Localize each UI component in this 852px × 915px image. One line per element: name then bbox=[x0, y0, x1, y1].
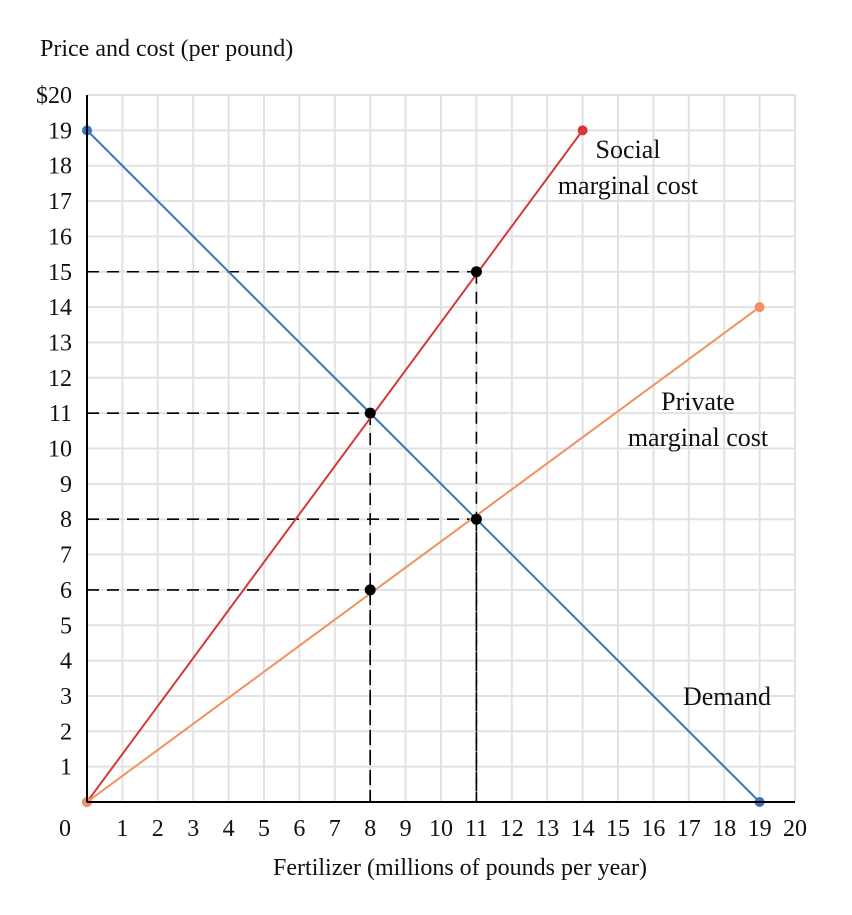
x-tick-label: 1 bbox=[116, 816, 128, 842]
x-tick-label: 2 bbox=[152, 816, 164, 842]
intersection-point bbox=[364, 584, 376, 596]
axes bbox=[86, 95, 795, 803]
x-tick-label: 15 bbox=[606, 816, 630, 842]
demand-line bbox=[86, 129, 761, 803]
y-tick-label: 8 bbox=[60, 507, 72, 533]
x-tick-label: 4 bbox=[223, 816, 235, 842]
x-tick-label: 7 bbox=[329, 816, 341, 842]
x-tick-label: 5 bbox=[258, 816, 270, 842]
y-tick-label: 12 bbox=[48, 366, 72, 392]
x-tick-label: 8 bbox=[364, 816, 376, 842]
intersection-point bbox=[470, 266, 482, 278]
private-marginal-cost-endpoint bbox=[754, 302, 765, 313]
x-tick-label: 17 bbox=[677, 816, 701, 842]
y-tick-label: 14 bbox=[48, 295, 72, 321]
x-tick-label: 14 bbox=[571, 816, 595, 842]
x-tick-label: 11 bbox=[465, 816, 488, 842]
x-axis-label: Fertilizer (millions of pounds per year) bbox=[273, 855, 647, 881]
intersection-point bbox=[364, 407, 376, 419]
private-marginal-cost-label: marginal cost bbox=[628, 423, 769, 452]
tick-labels: 0 1 2 3 4 5 6 7 8 9 10 11 12 13 14 15 16 17 18 19 2012345678… bbox=[36, 83, 807, 842]
y-tick-label: 3 bbox=[60, 684, 72, 710]
y-tick-label: 9 bbox=[60, 472, 72, 498]
x-tick-label: 13 bbox=[535, 816, 559, 842]
y-tick-label: 6 bbox=[60, 578, 72, 604]
demand-label: Demand bbox=[683, 682, 771, 711]
x-tick-label: 6 bbox=[293, 816, 305, 842]
y-tick-label: 13 bbox=[48, 330, 72, 356]
y-axis-label: Price and cost (per pound) bbox=[40, 36, 293, 62]
x-tick-label: 16 bbox=[641, 816, 665, 842]
y-tick-label: 17 bbox=[48, 189, 72, 215]
y-tick-label: 15 bbox=[48, 260, 72, 286]
y-tick-label: 18 bbox=[48, 154, 72, 180]
x-tick-label: 19 bbox=[748, 816, 772, 842]
x-tick-label: 12 bbox=[500, 816, 524, 842]
social-marginal-cost-endpoint bbox=[577, 125, 588, 136]
y-tick-label: 4 bbox=[60, 649, 72, 675]
y-tick-label: 5 bbox=[60, 613, 72, 639]
grid bbox=[87, 94, 796, 802]
x-tick-label: 10 bbox=[429, 816, 453, 842]
y-tick-label: 16 bbox=[48, 224, 72, 250]
x-tick-label: 20 bbox=[783, 816, 807, 842]
x-tick-label: 0 bbox=[59, 816, 71, 842]
x-tick-label: 9 bbox=[400, 816, 412, 842]
x-tick-label: 3 bbox=[187, 816, 199, 842]
social-marginal-cost-label: Social bbox=[596, 135, 661, 164]
y-tick-label: 19 bbox=[48, 118, 72, 144]
series-labels: Demand Social marginal cost Private marginal… bbox=[558, 135, 771, 711]
marked-points bbox=[364, 266, 482, 596]
guide-lines bbox=[87, 270, 478, 802]
private-marginal-cost-line bbox=[86, 306, 761, 803]
x-tick-label: 18 bbox=[712, 816, 736, 842]
y-tick-label: 10 bbox=[48, 437, 72, 463]
series-lines bbox=[82, 125, 765, 807]
social-marginal-cost-label: marginal cost bbox=[558, 171, 699, 200]
y-tick-label: $20 bbox=[36, 83, 72, 109]
private-marginal-cost-label: Private bbox=[661, 387, 735, 416]
intersection-point bbox=[470, 513, 482, 525]
y-tick-label: 1 bbox=[60, 755, 72, 781]
social-marginal-cost-line bbox=[86, 129, 584, 803]
y-tick-label: 11 bbox=[49, 401, 72, 427]
y-tick-label: 2 bbox=[60, 719, 72, 745]
y-tick-label: 7 bbox=[60, 543, 72, 569]
